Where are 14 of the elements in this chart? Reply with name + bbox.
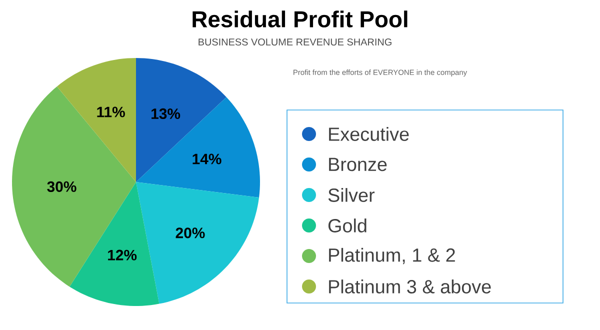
data-label: 14%	[192, 154, 222, 164]
chart-title: Residual Profit Pool	[192, 10, 408, 28]
data-label: 13%	[152, 108, 180, 120]
data-label: 12%	[108, 250, 137, 260]
legend-label: Silver	[328, 188, 375, 202]
legend-label: Gold	[328, 218, 366, 232]
data-label: 11%	[97, 106, 125, 118]
chart-subtitle: BUSINESS VOLUME REVENUE SHARING	[198, 38, 392, 46]
legend-label: Bronze	[329, 158, 387, 172]
data-label: 30%	[47, 181, 76, 192]
legend-label: Executive	[329, 127, 409, 141]
legend-label: Platinum 3 & above	[329, 280, 491, 294]
data-label: 20%	[176, 228, 205, 238]
legend-label: Platinum, 1 & 2	[329, 248, 455, 264]
